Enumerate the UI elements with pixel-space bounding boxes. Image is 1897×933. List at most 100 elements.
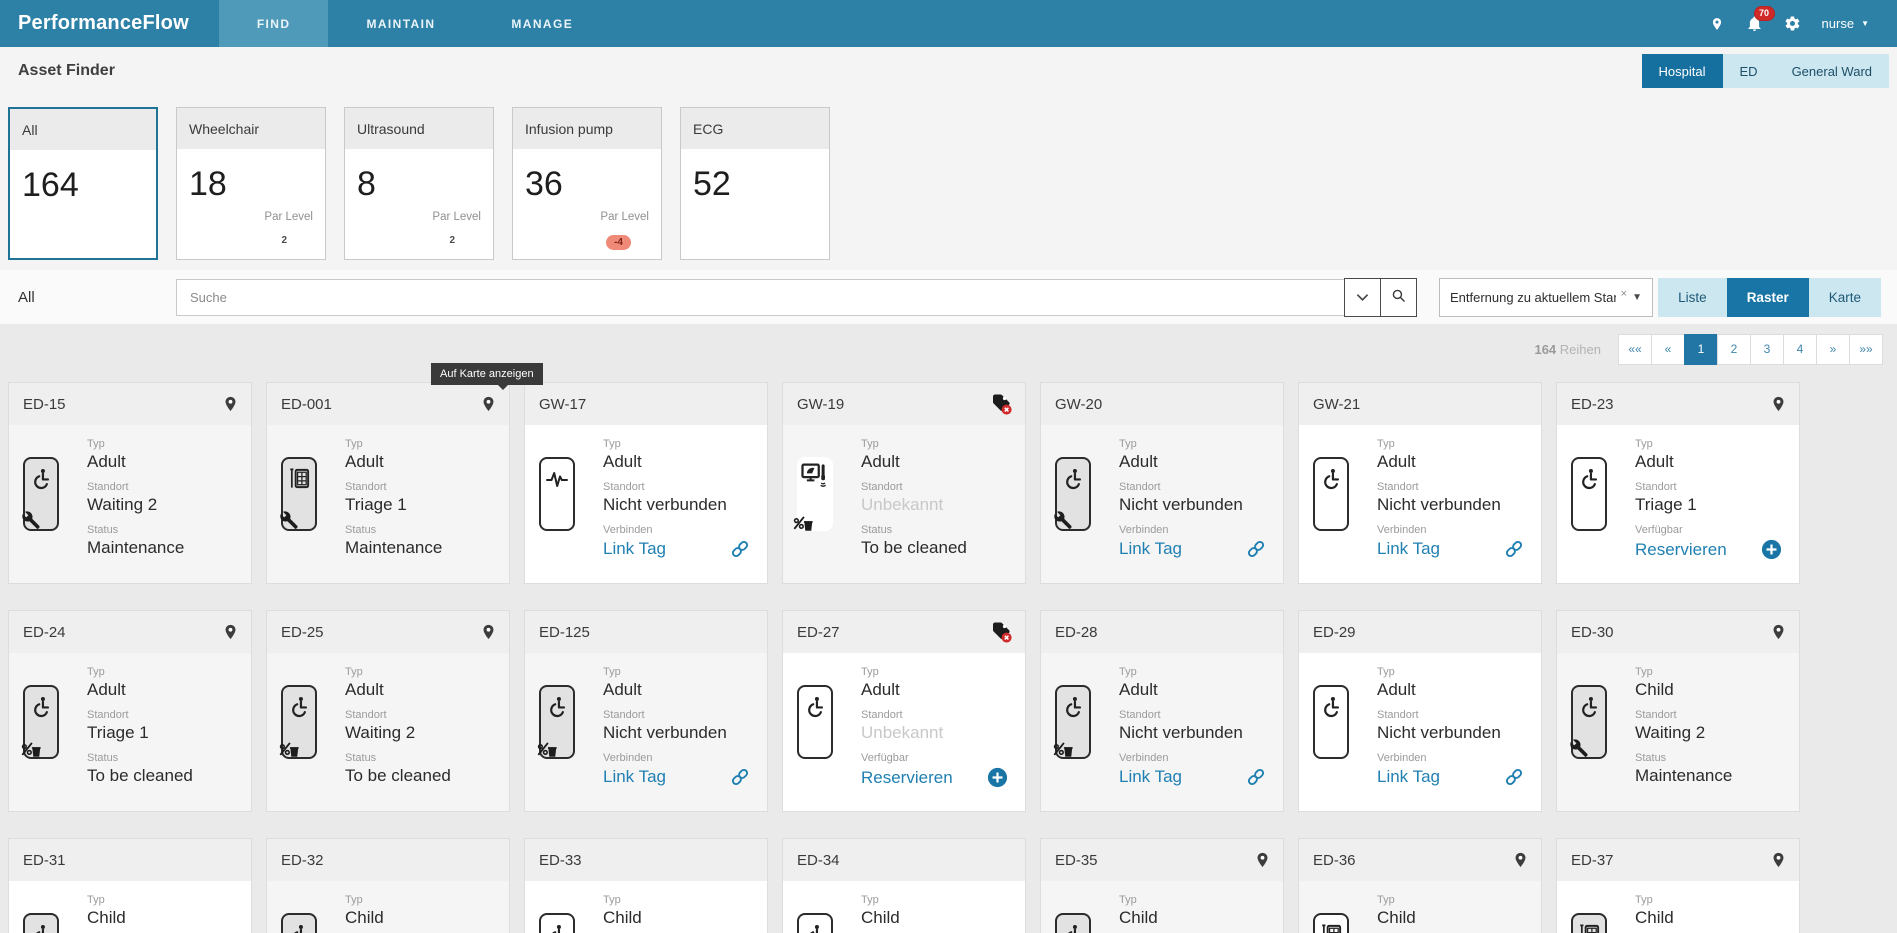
tag-disconnected-icon[interactable] bbox=[989, 620, 1013, 644]
asset-card[interactable]: ED-24 Typ Adult Standort Triage 1 Status To be… bbox=[8, 610, 252, 812]
standort-label: Standort bbox=[1635, 481, 1677, 493]
asset-card[interactable]: GW-20 Typ Adult Standort Nicht verbunden Verb… bbox=[1040, 382, 1284, 584]
wheelchair-icon bbox=[22, 457, 59, 531]
nav-tab-find[interactable]: FIND bbox=[218, 0, 329, 47]
asset-card-header: GW-21 bbox=[1299, 383, 1541, 425]
scope-tab-general-ward[interactable]: General Ward bbox=[1775, 54, 1889, 88]
link-tag-action[interactable]: Link Tag bbox=[603, 538, 755, 560]
wheelchair-glyph bbox=[1062, 695, 1085, 757]
location-pin-icon[interactable] bbox=[480, 621, 497, 643]
scope-tab-hospital[interactable]: Hospital bbox=[1641, 54, 1723, 88]
category-card-infusion-pump[interactable]: Infusion pump 36 Par Level -4 bbox=[512, 107, 662, 260]
asset-card[interactable]: ED-23 Typ Adult Standort Triage 1 Verfügbar Re… bbox=[1556, 382, 1800, 584]
asset-id: GW-21 bbox=[1313, 395, 1361, 413]
bell-icon[interactable]: 70 bbox=[1746, 5, 1775, 33]
typ-value: Child bbox=[1635, 680, 1674, 699]
reserve-action[interactable]: Reservieren bbox=[861, 766, 1013, 789]
gear-icon[interactable] bbox=[1784, 15, 1802, 33]
nav-tab-maintain[interactable]: MAINTAIN bbox=[328, 0, 473, 47]
asset-id: ED-37 bbox=[1571, 851, 1614, 869]
standort-value: Nicht verbunden bbox=[603, 495, 727, 514]
chain-link-icon[interactable] bbox=[1503, 766, 1525, 788]
link-tag-action[interactable]: Link Tag bbox=[1119, 766, 1271, 788]
asset-card[interactable]: ED-29 Typ Adult Standort Nicht verbunden Verb… bbox=[1298, 610, 1542, 812]
map-pin-icon[interactable] bbox=[1708, 15, 1726, 33]
sort-filter-select[interactable]: Entfernung zu aktuellem Stand... × ▼ bbox=[1439, 277, 1653, 317]
asset-card[interactable]: ED-15 Typ Adult Standort Waiting 2 Status Main… bbox=[8, 382, 252, 584]
search-input[interactable] bbox=[176, 278, 1345, 316]
asset-card-body: Typ Adult Standort Nicht verbunden Verbinden… bbox=[1041, 425, 1283, 583]
wheelchair-icon bbox=[1313, 685, 1349, 759]
asset-id: ED-33 bbox=[539, 851, 582, 869]
tag-disconnected-icon[interactable] bbox=[989, 392, 1013, 416]
wrench-icon bbox=[1052, 509, 1074, 531]
link-tag-action[interactable]: Link Tag bbox=[603, 766, 755, 788]
location-pin-icon[interactable] bbox=[1512, 849, 1529, 871]
location-pin-icon[interactable] bbox=[1254, 849, 1271, 871]
page-button-2[interactable]: 2 bbox=[1717, 333, 1751, 365]
asset-card[interactable]: ED-001 Typ Adult Standort Triage 1 Status Main… bbox=[266, 382, 510, 584]
view-toggle-karte[interactable]: Karte bbox=[1809, 278, 1881, 317]
location-pin-icon[interactable] bbox=[480, 393, 497, 415]
wheelchair-icon bbox=[279, 685, 317, 759]
location-pin-icon[interactable] bbox=[1770, 393, 1787, 415]
asset-card[interactable]: ED-33 Typ Child bbox=[524, 838, 768, 933]
link-tag-action[interactable]: Link Tag bbox=[1377, 766, 1529, 788]
page-button-«[interactable]: « bbox=[1651, 333, 1685, 365]
asset-card[interactable]: GW-17 Typ Adult Standort Nicht verbunden Verb… bbox=[524, 382, 768, 584]
page-button-4[interactable]: 4 bbox=[1783, 333, 1817, 365]
wheelchair-glyph bbox=[804, 923, 827, 933]
chain-link-icon[interactable] bbox=[729, 538, 751, 560]
reserve-action[interactable]: Reservieren bbox=[1635, 538, 1787, 561]
category-card-all[interactable]: All 164 bbox=[8, 107, 158, 260]
asset-card[interactable]: ED-27 Typ Adult Standort Unbekannt Verfügbar R… bbox=[782, 610, 1026, 812]
asset-card[interactable]: ED-28 Typ Adult Standort Nicht verbunden Verb… bbox=[1040, 610, 1284, 812]
page-button-»[interactable]: » bbox=[1816, 333, 1850, 365]
clear-filter-icon[interactable]: × bbox=[1620, 287, 1628, 300]
chain-link-icon[interactable] bbox=[1503, 538, 1525, 560]
link-tag-action[interactable]: Link Tag bbox=[1377, 538, 1529, 560]
plus-circle-icon[interactable] bbox=[1760, 538, 1783, 561]
page-button-1[interactable]: 1 bbox=[1684, 333, 1718, 365]
asset-card[interactable]: ED-36 Typ Child bbox=[1298, 838, 1542, 933]
asset-card[interactable]: ED-34 Typ Child bbox=[782, 838, 1026, 933]
view-toggle-liste[interactable]: Liste bbox=[1658, 278, 1727, 317]
chain-link-icon[interactable] bbox=[1245, 766, 1267, 788]
typ-label: Typ bbox=[861, 666, 879, 678]
asset-card[interactable]: ED-31 Typ Child bbox=[8, 838, 252, 933]
location-pin-icon[interactable] bbox=[222, 393, 239, 415]
location-pin-icon[interactable] bbox=[1770, 849, 1787, 871]
scope-tab-ed[interactable]: ED bbox=[1723, 54, 1775, 88]
asset-card[interactable]: ED-37 Typ Child bbox=[1556, 838, 1800, 933]
chain-link-icon[interactable] bbox=[729, 766, 751, 788]
asset-card[interactable]: ED-30 Typ Child Standort Waiting 2 Status Main… bbox=[1556, 610, 1800, 812]
user-menu[interactable]: nurse ▼ bbox=[1822, 16, 1869, 31]
category-count: 52 bbox=[693, 165, 731, 203]
chevron-down-icon bbox=[1356, 290, 1369, 305]
asset-card[interactable]: GW-21 Typ Adult Standort Nicht verbunden Verb… bbox=[1298, 382, 1542, 584]
asset-id: ED-32 bbox=[281, 851, 324, 869]
chain-link-icon[interactable] bbox=[1245, 538, 1267, 560]
page-button-»»[interactable]: »» bbox=[1849, 333, 1883, 365]
category-card-ecg[interactable]: ECG 52 bbox=[680, 107, 830, 260]
view-toggle-raster[interactable]: Raster bbox=[1726, 277, 1809, 317]
page-button-««[interactable]: «« bbox=[1618, 333, 1652, 365]
asset-card[interactable]: GW-19 Typ Adult Standort Unbekannt Status To b… bbox=[782, 382, 1026, 584]
wheelchair-icon bbox=[1052, 457, 1091, 531]
asset-card[interactable]: ED-125 Typ Adult Standort Nicht verbunden Ver… bbox=[524, 610, 768, 812]
link-tag-action[interactable]: Link Tag bbox=[1119, 538, 1271, 560]
asset-card[interactable]: ED-35 Typ Child bbox=[1040, 838, 1284, 933]
location-pin-icon[interactable] bbox=[222, 621, 239, 643]
asset-card[interactable]: ED-32 Typ Child bbox=[266, 838, 510, 933]
page-button-3[interactable]: 3 bbox=[1750, 333, 1784, 365]
asset-card-header: ED-30 bbox=[1557, 611, 1799, 653]
wheelchair-icon bbox=[1570, 685, 1607, 759]
location-pin-icon[interactable] bbox=[1770, 621, 1787, 643]
search-button[interactable] bbox=[1380, 277, 1417, 317]
category-card-wheelchair[interactable]: Wheelchair 18 Par Level 2 bbox=[176, 107, 326, 260]
search-options-button[interactable] bbox=[1344, 277, 1381, 317]
category-card-ultrasound[interactable]: Ultrasound 8 Par Level 2 bbox=[344, 107, 494, 260]
plus-circle-icon[interactable] bbox=[986, 766, 1009, 789]
asset-card[interactable]: ED-25 Typ Adult Standort Waiting 2 Status To b… bbox=[266, 610, 510, 812]
nav-tab-manage[interactable]: MANAGE bbox=[473, 0, 611, 47]
